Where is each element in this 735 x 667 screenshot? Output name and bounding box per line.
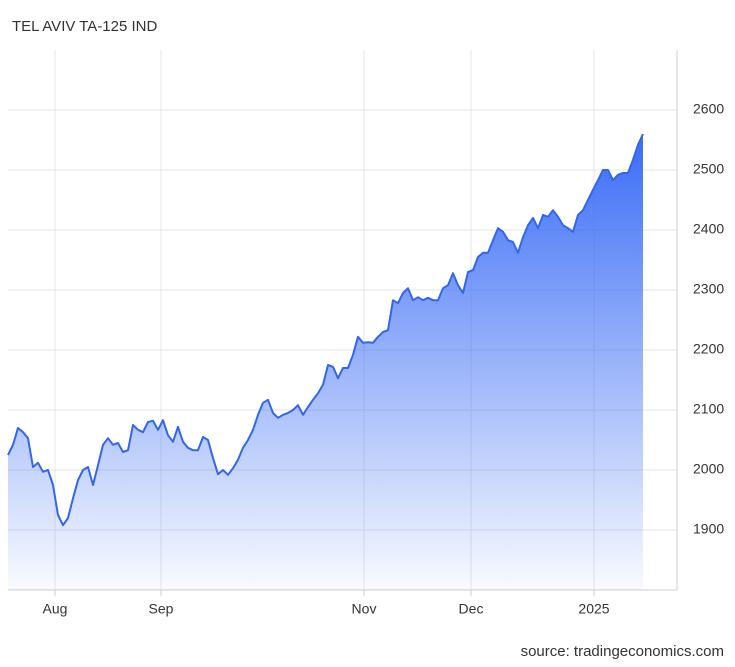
y-tick-label: 2200 bbox=[693, 341, 724, 357]
y-tick-label: 2400 bbox=[693, 221, 724, 237]
y-tick-label: 2600 bbox=[693, 101, 724, 117]
source: source: tradingeconomics.com bbox=[521, 643, 724, 660]
x-tick-label: Nov bbox=[352, 601, 377, 617]
x-tick-label: Aug bbox=[43, 601, 68, 617]
y-tick-label: 2500 bbox=[693, 161, 724, 177]
line bbox=[7, 133, 644, 527]
x-tick-label: Sep bbox=[149, 601, 174, 617]
y-tick-label: 2000 bbox=[693, 461, 724, 477]
chart-title: TEL AVIV TA-125 IND bbox=[12, 18, 158, 35]
y-tick-label: 1900 bbox=[693, 521, 724, 537]
area bbox=[8, 134, 643, 590]
x-tick-label: 2025 bbox=[578, 601, 609, 617]
y-tick-label: 2100 bbox=[693, 401, 724, 417]
y-tick-label: 2300 bbox=[693, 281, 724, 297]
x-tick-label: Dec bbox=[459, 601, 484, 617]
